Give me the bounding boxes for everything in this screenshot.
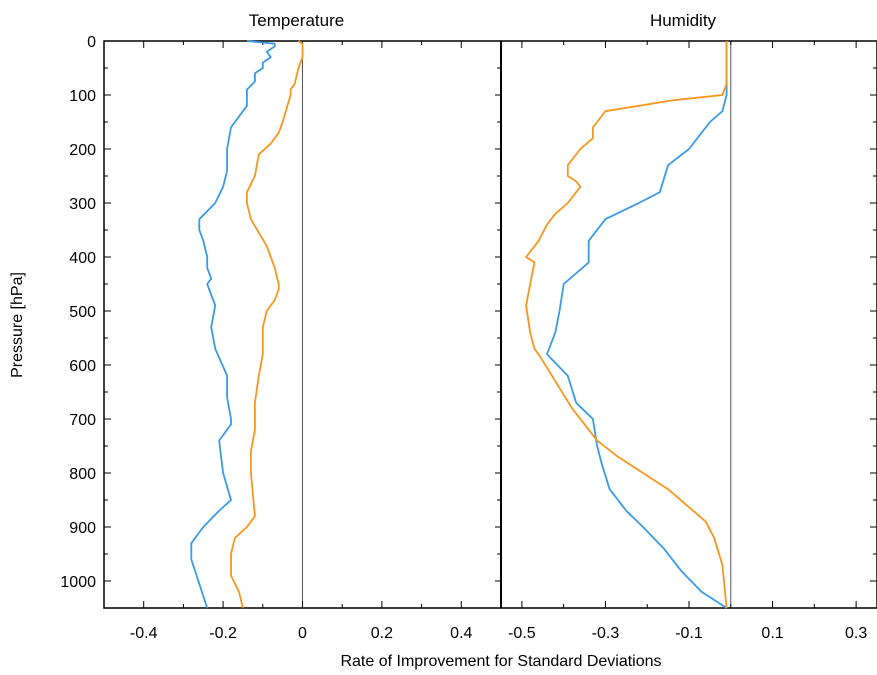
y-axis-label: Pressure [hPa] — [9, 272, 26, 378]
x-tick-label: 0.1 — [761, 625, 783, 642]
panel-temperature: Temperature -0.4 -0.2 0 0.2 0.4 — [130, 11, 473, 642]
y-tick-label: 100 — [69, 88, 96, 105]
x-tick-label: 0.4 — [450, 625, 472, 642]
x-tick-label: -0.3 — [592, 625, 620, 642]
y-tick-label: 600 — [69, 358, 96, 375]
x-tick-label: 0 — [298, 625, 307, 642]
y-axis: 0 100 200 300 400 500 600 700 800 900 1000 — [60, 34, 877, 609]
series-line-blue — [190, 40, 276, 609]
y-tick-label: 0 — [87, 34, 96, 51]
y-tick-label: 300 — [69, 196, 96, 213]
y-tick-label: 800 — [69, 466, 96, 483]
x-tick-label: -0.2 — [209, 625, 237, 642]
y-tick-label: 900 — [69, 520, 96, 537]
series-line-orange — [230, 40, 304, 609]
y-tick-label: 200 — [69, 142, 96, 159]
panel-title: Humidity — [650, 11, 717, 30]
panel-title: Temperature — [249, 11, 344, 30]
plot-frame — [103, 40, 877, 609]
x-tick-label: -0.4 — [130, 625, 158, 642]
y-tick-label: 700 — [69, 412, 96, 429]
x-tick-label: 0.2 — [371, 625, 393, 642]
series-line-orange — [525, 41, 728, 609]
series-line-blue — [546, 41, 728, 609]
y-tick-label: 500 — [69, 304, 96, 321]
x-tick-label: 0.3 — [845, 625, 867, 642]
x-axis-label: Rate of Improvement for Standard Deviati… — [340, 653, 661, 670]
panel-humidity: Humidity -0.5 -0.3 -0.1 0.1 0.3 — [508, 11, 867, 642]
x-tick-label: -0.5 — [508, 625, 536, 642]
y-tick-label: 400 — [69, 250, 96, 267]
y-tick-label: 1000 — [60, 574, 96, 591]
x-tick-label: -0.1 — [675, 625, 703, 642]
plot-area — [103, 40, 877, 609]
